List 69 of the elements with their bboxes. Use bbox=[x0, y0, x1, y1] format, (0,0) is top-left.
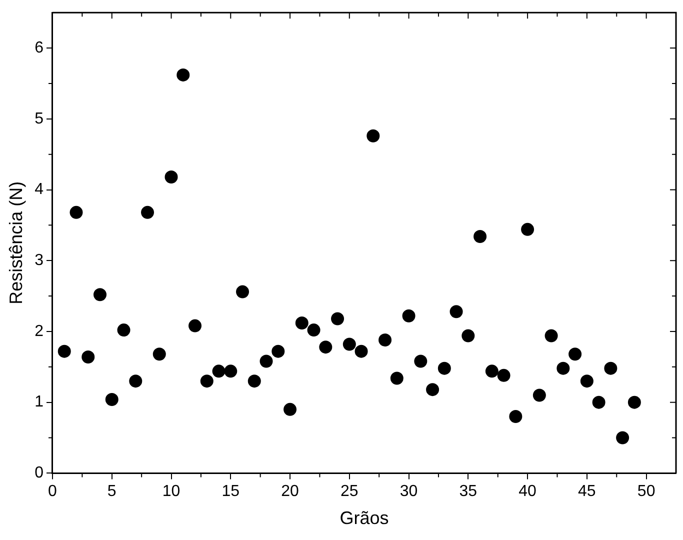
y-tick-label: 1 bbox=[34, 394, 44, 411]
x-tick-label: 0 bbox=[48, 483, 58, 500]
point bbox=[402, 309, 416, 322]
point bbox=[450, 305, 463, 318]
x-tick-label: 35 bbox=[459, 483, 478, 500]
point bbox=[497, 368, 510, 382]
point bbox=[70, 206, 83, 219]
point bbox=[378, 333, 392, 346]
y-tick-label: 6 bbox=[34, 39, 44, 56]
point bbox=[129, 374, 142, 388]
x-tick-label: 25 bbox=[340, 483, 358, 500]
point bbox=[94, 288, 107, 302]
y-tick-label: 4 bbox=[34, 181, 44, 198]
x-tick-label: 10 bbox=[162, 483, 180, 500]
point bbox=[556, 362, 570, 375]
point bbox=[212, 364, 226, 378]
y-tick-label: 5 bbox=[34, 110, 44, 128]
point bbox=[580, 374, 594, 388]
y-tick-label: 0 bbox=[34, 464, 44, 482]
point bbox=[485, 364, 498, 378]
x-axis-title: Grãos bbox=[340, 508, 389, 528]
point bbox=[592, 396, 606, 409]
point bbox=[426, 383, 440, 396]
point bbox=[152, 348, 166, 361]
point bbox=[628, 396, 641, 409]
y-tick-label: 3 bbox=[34, 252, 44, 270]
point bbox=[438, 362, 451, 375]
point bbox=[141, 206, 154, 219]
point bbox=[521, 222, 534, 236]
point bbox=[117, 324, 130, 337]
point bbox=[509, 410, 522, 424]
x-tick-label: 15 bbox=[222, 483, 240, 500]
x-tick-label: 40 bbox=[518, 483, 537, 500]
point bbox=[236, 285, 250, 298]
point bbox=[295, 316, 308, 330]
point bbox=[164, 170, 178, 184]
y-tick-label: 2 bbox=[34, 322, 44, 340]
point bbox=[188, 319, 202, 332]
point bbox=[176, 68, 190, 82]
x-tick-label: 50 bbox=[637, 483, 656, 500]
point bbox=[342, 338, 356, 351]
point bbox=[366, 129, 380, 142]
point bbox=[616, 431, 630, 444]
point bbox=[248, 374, 261, 388]
point bbox=[224, 364, 238, 378]
point bbox=[105, 393, 118, 406]
point bbox=[532, 388, 546, 402]
x-tick-label: 5 bbox=[107, 483, 116, 500]
point bbox=[319, 340, 332, 354]
x-tick-label: 30 bbox=[400, 483, 418, 500]
point bbox=[354, 344, 368, 358]
point bbox=[272, 344, 285, 358]
point bbox=[544, 329, 558, 342]
x-tick-label: 45 bbox=[578, 483, 596, 500]
point bbox=[568, 348, 582, 361]
point bbox=[284, 402, 297, 416]
point bbox=[390, 372, 404, 385]
point bbox=[260, 354, 273, 368]
point bbox=[307, 324, 320, 337]
point bbox=[82, 350, 95, 364]
x-tick-label: 20 bbox=[281, 483, 300, 500]
point bbox=[200, 374, 214, 388]
point bbox=[604, 362, 618, 375]
point bbox=[414, 354, 428, 368]
point bbox=[331, 312, 344, 326]
point bbox=[474, 230, 487, 244]
y-axis-title: Resistência (N) bbox=[6, 181, 26, 304]
point bbox=[462, 329, 475, 342]
point bbox=[58, 344, 71, 358]
